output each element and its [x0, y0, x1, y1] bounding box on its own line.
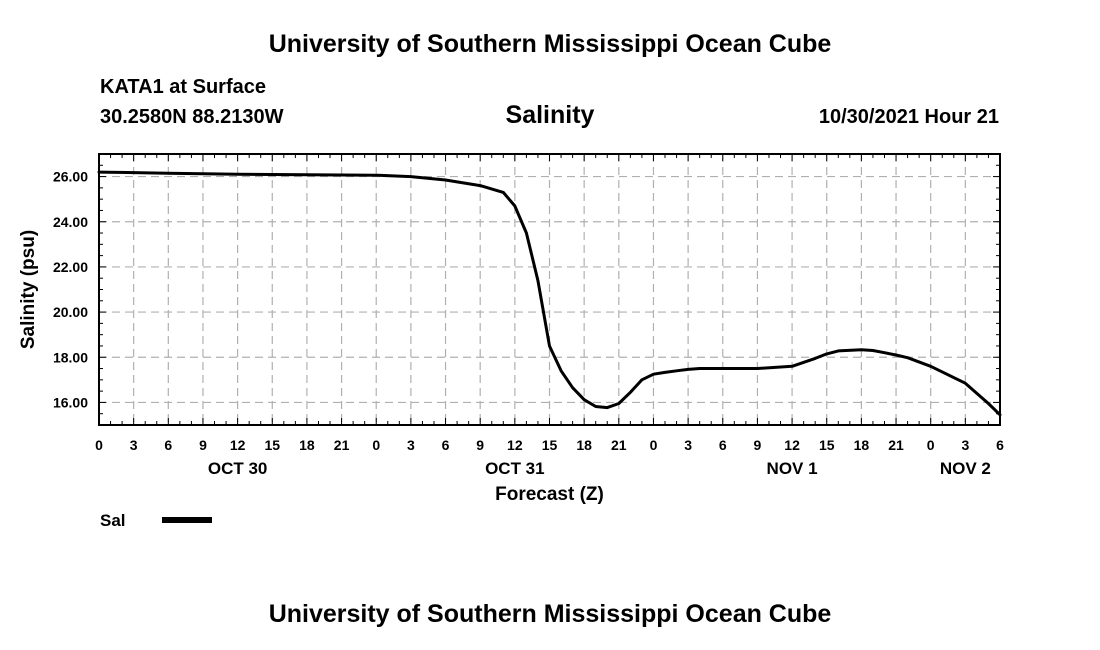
x-tick-label: 0	[927, 437, 935, 453]
forecast-datetime: 10/30/2021 Hour 21	[818, 106, 999, 128]
x-tick-label: 18	[854, 437, 870, 453]
x-tick-label: 3	[961, 437, 969, 453]
x-day-label: NOV 2	[940, 459, 991, 478]
x-axis-label: Forecast (Z)	[495, 484, 604, 505]
y-tick-label: 20.00	[53, 304, 88, 320]
y-axis-label: Salinity (psu)	[18, 230, 39, 349]
x-tick-label: 3	[684, 437, 692, 453]
y-tick-label: 26.00	[53, 169, 88, 185]
legend-label: Sal	[100, 511, 126, 530]
y-tick-label: 18.00	[53, 349, 88, 365]
x-day-label: OCT 30	[208, 459, 268, 478]
x-tick-label: 18	[299, 437, 315, 453]
x-tick-label: 21	[334, 437, 350, 453]
series-line-sal	[97, 170, 1002, 417]
chart-title: Salinity	[505, 101, 595, 129]
x-tick-label: 18	[576, 437, 592, 453]
x-tick-label: 15	[264, 437, 280, 453]
x-tick-label: 3	[130, 437, 138, 453]
x-tick-label: 12	[507, 437, 523, 453]
y-tick-label: 22.00	[53, 259, 88, 275]
x-tick-label: 21	[888, 437, 904, 453]
x-tick-label: 9	[199, 437, 207, 453]
station-label: KATA1 at Surface	[100, 76, 266, 98]
x-day-label: OCT 31	[485, 459, 545, 478]
x-tick-label: 6	[442, 437, 450, 453]
y-tick-label: 16.00	[53, 394, 88, 410]
main-title-bottom: University of Southern Mississippi Ocean…	[268, 600, 832, 628]
x-tick-label: 9	[754, 437, 762, 453]
x-tick-label: 6	[164, 437, 172, 453]
x-tick-label: 6	[719, 437, 727, 453]
x-tick-label: 12	[230, 437, 246, 453]
y-tick-label: 24.00	[53, 214, 88, 230]
main-title-top: University of Southern Mississippi Ocean…	[268, 30, 832, 58]
x-tick-label: 6	[996, 437, 1004, 453]
x-tick-label: 9	[476, 437, 484, 453]
x-tick-label: 15	[542, 437, 558, 453]
x-tick-label: 0	[372, 437, 380, 453]
x-tick-label: 15	[819, 437, 835, 453]
x-tick-label: 12	[784, 437, 800, 453]
x-tick-label: 0	[95, 437, 103, 453]
x-day-label: NOV 1	[767, 459, 818, 478]
x-tick-label: 3	[407, 437, 415, 453]
station-coords: 30.2580N 88.2130W	[100, 106, 284, 128]
x-tick-label: 0	[650, 437, 658, 453]
x-tick-label: 21	[611, 437, 627, 453]
